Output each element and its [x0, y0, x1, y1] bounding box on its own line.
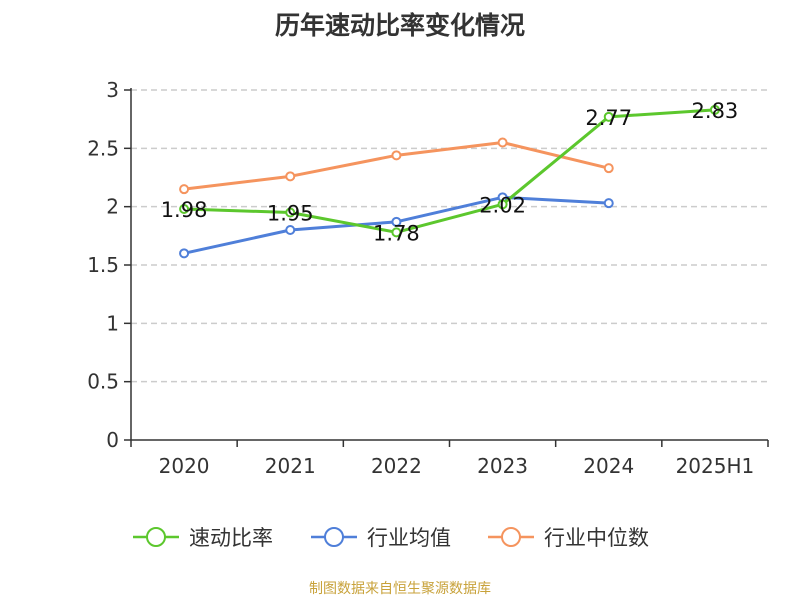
- legend-marker: [324, 527, 344, 547]
- data-point[interactable]: [285, 207, 296, 218]
- series-lines: [179, 104, 720, 259]
- data-point[interactable]: [497, 137, 508, 148]
- data-label: 1.78: [373, 221, 420, 245]
- legend-label: 行业均值: [367, 526, 451, 550]
- data-labels: 1.98 1.95 1.78 2.02 2.77 2.83: [161, 99, 739, 245]
- legend-item[interactable]: 行业均值: [311, 526, 451, 550]
- y-tick-label: 0: [106, 428, 119, 452]
- legend-marker: [146, 527, 166, 547]
- data-label: 2.02: [479, 193, 526, 217]
- series-line-0: [184, 108, 716, 234]
- x-tick-label: 2021: [265, 454, 316, 478]
- data-label: 2.83: [692, 99, 739, 123]
- data-point[interactable]: [179, 204, 190, 214]
- data-point[interactable]: [391, 227, 402, 238]
- y-tick-label: 0.5: [87, 370, 119, 394]
- data-point[interactable]: [285, 171, 296, 182]
- y-tick-label: 1.5: [87, 253, 119, 277]
- x-tick-label: 2025H1: [676, 454, 755, 478]
- x-tick-label: 2020: [159, 454, 210, 478]
- data-point[interactable]: [603, 111, 614, 122]
- legend-label: 速动比率: [189, 526, 273, 550]
- data-label: 1.95: [267, 202, 314, 226]
- data-point[interactable]: [391, 150, 402, 161]
- series-line-2: [183, 141, 610, 191]
- data-label: 2.77: [585, 106, 632, 130]
- axes: 0 0.5 1 1.5 2 2.5 3 2020 2021 2022 2023 2024 2025H1: [87, 78, 769, 478]
- data-point[interactable]: [179, 248, 190, 259]
- legend-marker: [501, 527, 521, 547]
- data-point[interactable]: [709, 104, 720, 115]
- source-note: 制图数据来自恒生聚源数据库: [309, 581, 491, 597]
- data-point[interactable]: [497, 199, 508, 210]
- y-tick-label: 1: [106, 311, 119, 335]
- chart-title: 历年速动比率变化情况: [274, 11, 525, 40]
- legend-item[interactable]: 速动比率: [133, 526, 273, 550]
- x-tick-label: 2022: [371, 454, 422, 478]
- data-point[interactable]: [603, 198, 614, 209]
- grid-lines: [131, 89, 768, 383]
- legend[interactable]: 速动比率 行业均值 行业中位数: [133, 526, 649, 550]
- x-tick-label: 2024: [583, 454, 634, 478]
- legend-item[interactable]: 行业中位数: [488, 526, 649, 550]
- data-point[interactable]: [391, 216, 402, 227]
- x-tick-label: 2023: [477, 454, 528, 478]
- y-tick-label: 2.5: [87, 136, 119, 160]
- data-label: 1.98: [161, 198, 208, 222]
- y-tick-label: 3: [106, 78, 119, 102]
- data-point[interactable]: [285, 225, 296, 235]
- y-tick-label: 2: [106, 195, 119, 219]
- data-point[interactable]: [179, 184, 190, 195]
- legend-label: 行业中位数: [544, 526, 649, 550]
- data-point[interactable]: [603, 163, 614, 174]
